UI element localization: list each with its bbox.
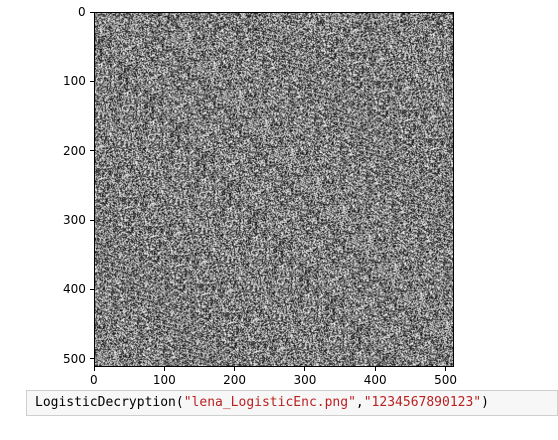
encrypted-noise-image <box>95 13 453 366</box>
y-tick-mark <box>90 150 94 152</box>
x-tick-label: 400 <box>363 373 387 387</box>
encrypted-image-plot <box>94 12 454 367</box>
code-arg-filename: "lena_LogisticEnc.png" <box>183 395 356 410</box>
y-tick-mark <box>90 358 94 360</box>
x-tick-mark <box>93 367 95 371</box>
y-tick-label: 500 <box>63 351 86 366</box>
y-tick-label: 200 <box>63 143 86 158</box>
code-close-paren: ) <box>481 395 489 410</box>
x-tick-mark <box>304 367 306 371</box>
x-tick-label: 500 <box>434 373 457 387</box>
y-tick-mark <box>90 219 94 221</box>
y-tick-mark <box>90 80 94 82</box>
x-tick-mark <box>234 367 236 371</box>
x-tick-label: 100 <box>152 373 176 387</box>
y-tick-mark <box>90 288 94 290</box>
x-tick-label: 300 <box>293 373 317 387</box>
x-tick-label: 0 <box>90 373 98 387</box>
x-tick-mark <box>374 367 376 371</box>
y-tick-label: 100 <box>63 74 86 89</box>
y-tick-mark <box>90 11 94 13</box>
figure-output: 0 100 200 300 400 500 0 100 200 300 400 500 <box>63 5 457 387</box>
code-function: LogisticDecryption( <box>35 395 184 410</box>
code-arg-key: "1234567890123" <box>363 395 482 410</box>
y-tick-label: 300 <box>63 213 86 227</box>
x-tick-label: 200 <box>223 373 247 387</box>
code-cell[interactable]: LogisticDecryption("lena_LogisticEnc.png… <box>26 390 558 416</box>
x-tick-mark <box>445 367 447 371</box>
code-separator: , <box>355 395 364 410</box>
y-tick-label: 400 <box>63 282 86 297</box>
x-tick-mark <box>163 367 165 371</box>
y-tick-label: 0 <box>78 5 86 19</box>
